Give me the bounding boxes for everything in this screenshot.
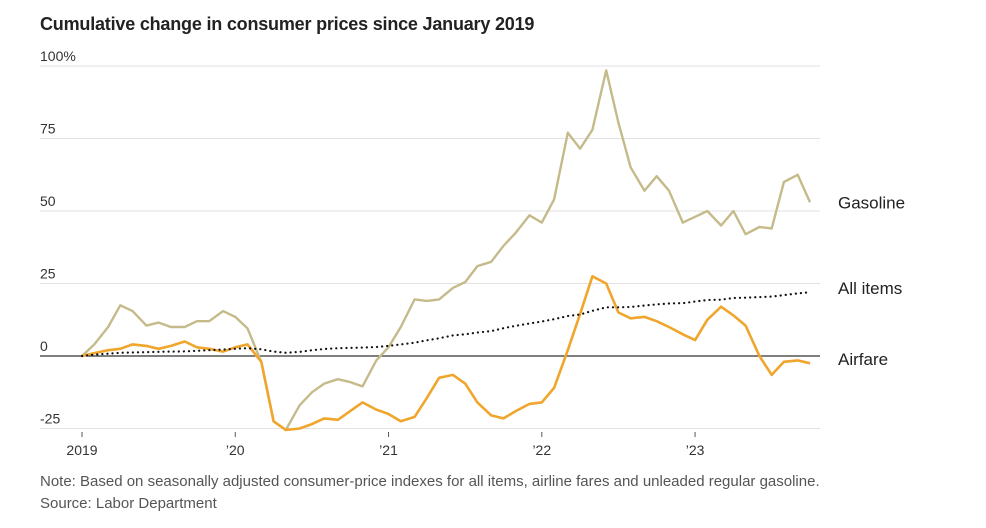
airfare-line: [81, 275, 811, 432]
y-tick-label: 0: [40, 338, 48, 354]
all-items-line: [80, 291, 812, 358]
line-chart: 100% 75 50 25 0 -25 2019 ’20 ’21 ’22 ’23 Gasoline…: [40, 48, 905, 458]
y-tick-label: 100%: [40, 48, 76, 64]
y-tick-label: 25: [40, 266, 56, 282]
x-tick-label: ’22: [532, 442, 551, 458]
gasoline-label: Gasoline: [838, 193, 905, 212]
y-axis-ticks: 100% 75 50 25 0 -25: [40, 48, 76, 427]
all-items-label: All items: [838, 279, 902, 298]
grid-lines: [40, 65, 820, 429]
series-labels: Gasoline All items Airfare: [838, 193, 905, 369]
chart-note: Note: Based on seasonally adjusted consu…: [40, 473, 820, 490]
y-tick-label: 75: [40, 121, 56, 137]
chart-title: Cumulative change in consumer prices sin…: [40, 14, 535, 34]
gasoline-line: [81, 69, 812, 432]
chart-source: Source: Labor Department: [40, 495, 217, 512]
airfare-label: Airfare: [838, 350, 888, 369]
x-tick-label: ’20: [226, 442, 245, 458]
x-tick-label: 2019: [66, 442, 97, 458]
x-axis-ticks: 2019 ’20 ’21 ’22 ’23: [66, 432, 705, 458]
y-tick-label: -25: [40, 411, 60, 427]
y-tick-label: 50: [40, 193, 56, 209]
x-tick-label: ’23: [686, 442, 705, 458]
series-lines: [80, 69, 812, 432]
x-tick-label: ’21: [379, 442, 398, 458]
